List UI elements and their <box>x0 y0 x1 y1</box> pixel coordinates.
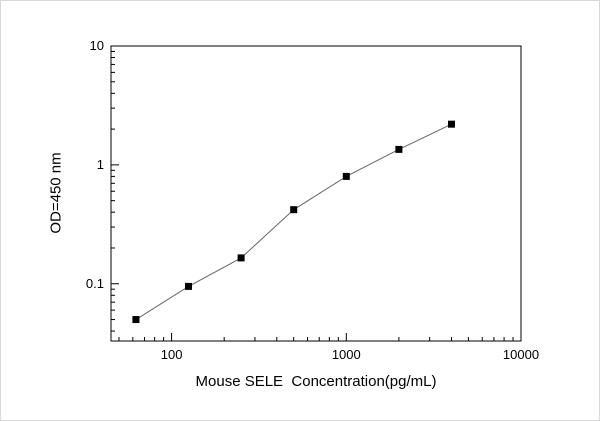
x-axis-tick-label: 100 <box>161 347 183 362</box>
plot-border <box>110 45 522 342</box>
y-axis-tick-label: 10 <box>90 38 104 53</box>
series-line <box>135 123 452 320</box>
data-point-marker <box>395 145 403 153</box>
series-markers <box>132 120 455 324</box>
data-point-marker <box>447 120 455 128</box>
data-point-marker <box>290 206 298 214</box>
data-point-marker <box>237 254 245 262</box>
x-axis-tick-label: 10000 <box>503 347 539 362</box>
x-axis-tick-label: 1000 <box>332 347 361 362</box>
x-axis-label: Mouse SELE Concentration(pg/mL) <box>195 373 437 390</box>
y-axis-tick-label: 1 <box>97 157 104 172</box>
x-axis-tick-labels: 100 1000 10000 <box>161 347 539 362</box>
y-axis-label: OD=450 nm <box>47 152 65 234</box>
data-point-marker <box>132 316 140 324</box>
y-axis-ticks <box>111 45 119 332</box>
data-point-marker <box>342 172 350 180</box>
data-point-marker <box>185 282 193 290</box>
x-axis-ticks <box>118 333 522 341</box>
y-axis-tick-label: 0.1 <box>86 276 104 291</box>
y-axis-tick-labels: 0.1 1 10 <box>86 38 104 291</box>
